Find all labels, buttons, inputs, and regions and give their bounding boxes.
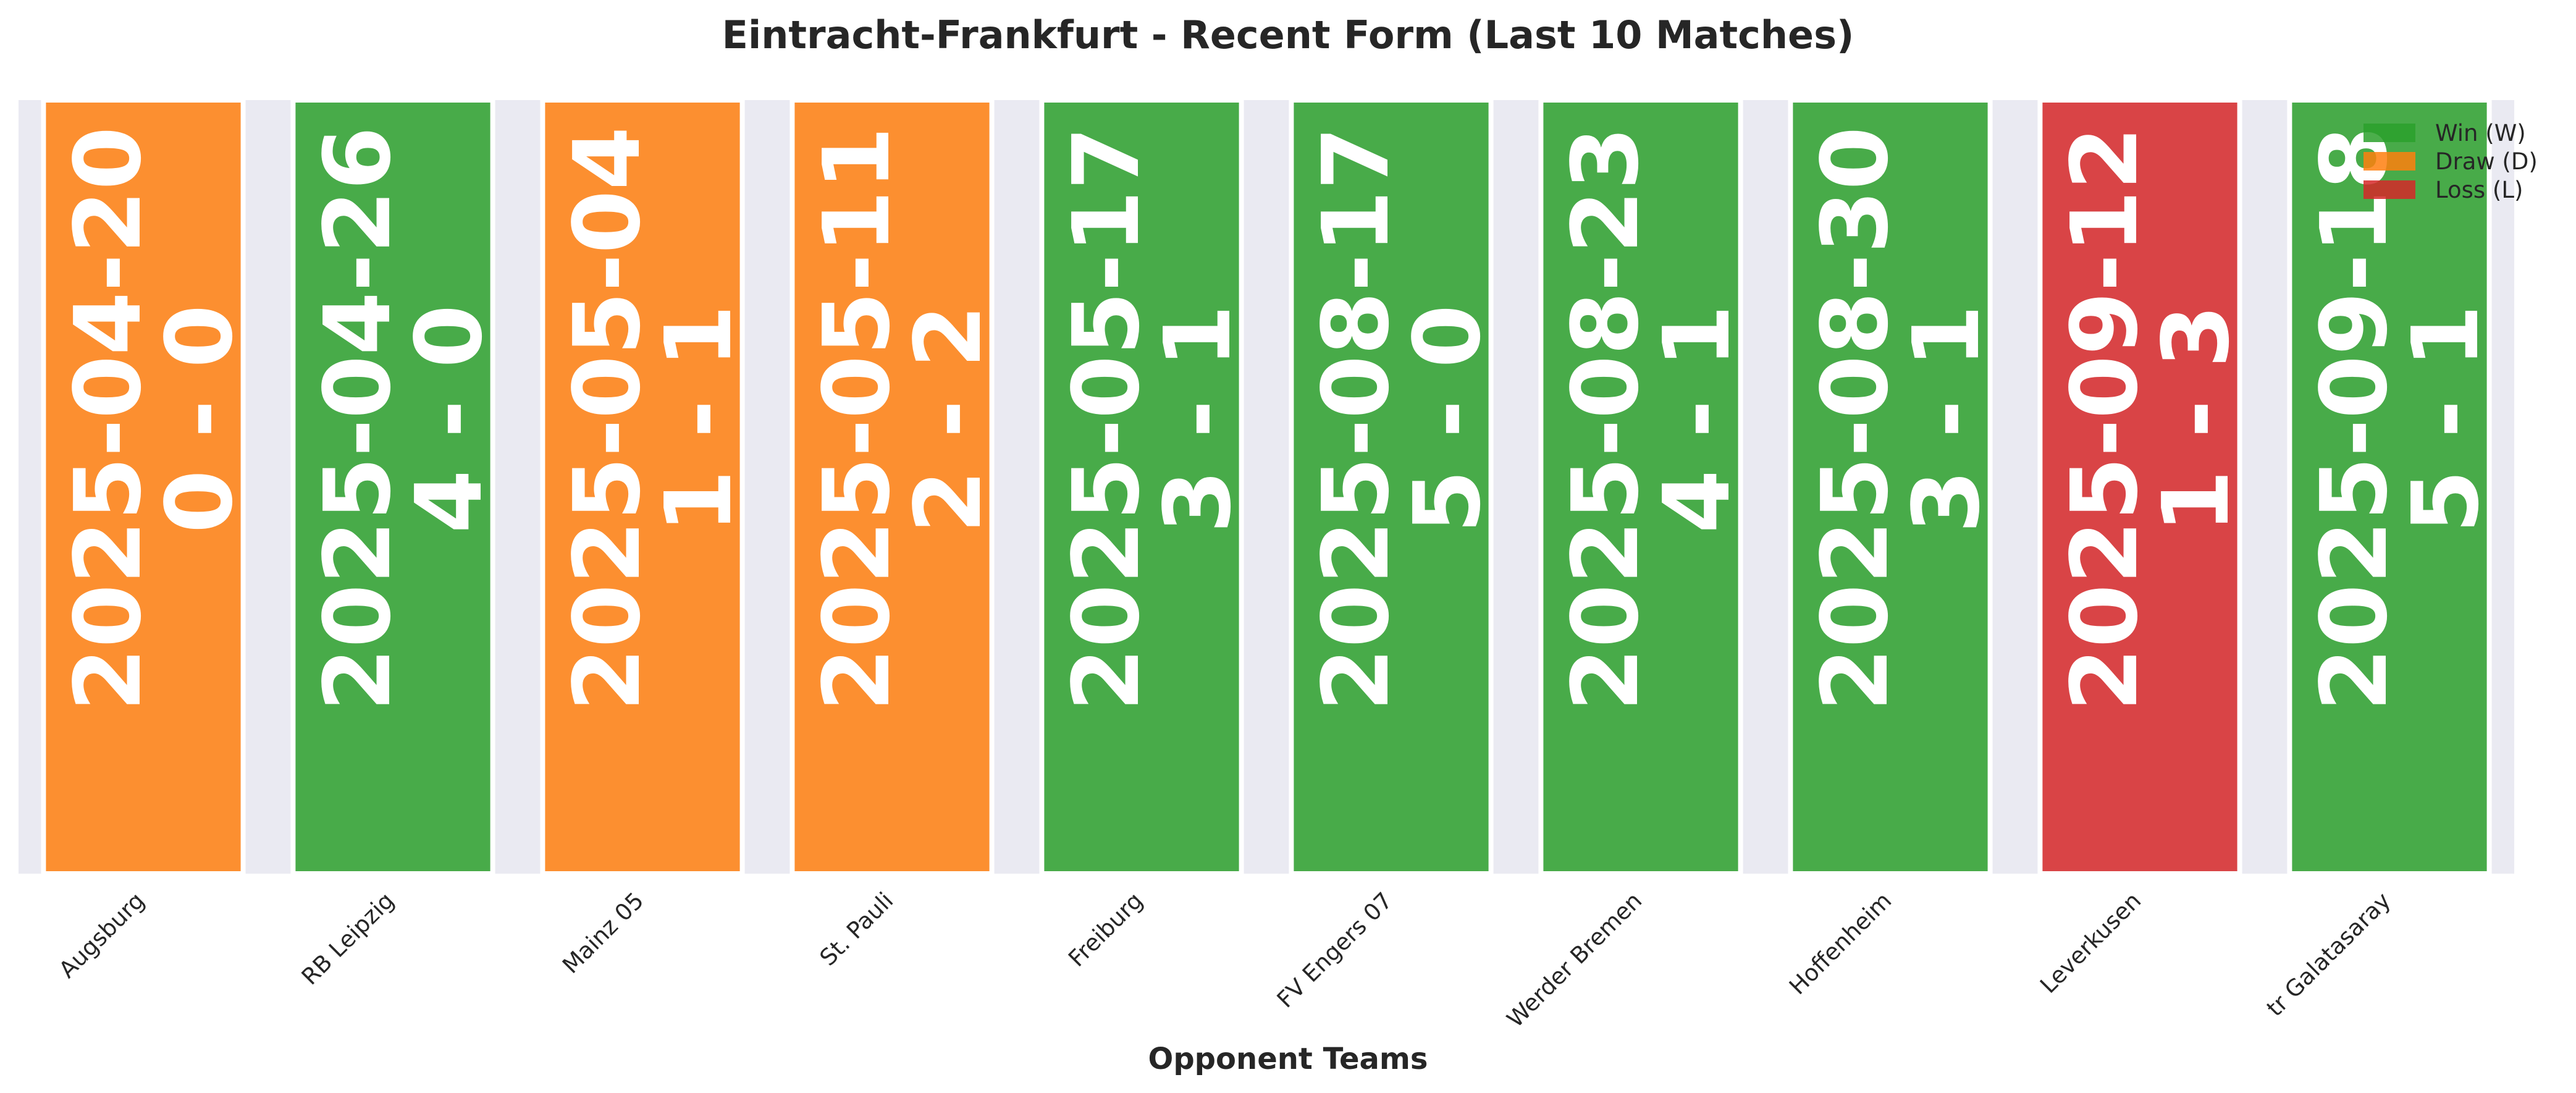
match-score: 3 - 1 — [1893, 305, 2000, 533]
legend: Win (W)Draw (D)Loss (L) — [2363, 120, 2538, 203]
match-date: 2025-08-23 — [1552, 127, 1659, 712]
x-tick-label: Mainz 05 — [557, 887, 649, 979]
match-date: 2025-09-12 — [2052, 127, 2158, 712]
x-tick-label: tr Galatasaray — [2262, 887, 2396, 1022]
x-axis-label: Opponent Teams — [1148, 1042, 1428, 1076]
bar-1 — [41, 98, 246, 876]
match-score: 1 - 1 — [646, 305, 752, 533]
bar-6 — [1289, 98, 1494, 876]
bar-7 — [1538, 98, 1743, 876]
legend-swatch — [2363, 180, 2415, 199]
chart-title: Eintracht-Frankfurt - Recent Form (Last … — [722, 12, 1854, 57]
match-score: 1 - 3 — [2143, 305, 2249, 533]
x-tick-label: Werder Bremen — [1502, 887, 1647, 1032]
match-score: 0 - 0 — [146, 305, 253, 533]
match-date: 2025-08-30 — [1802, 127, 1908, 712]
match-date: 2025-04-26 — [305, 127, 411, 712]
bar-9 — [2037, 98, 2242, 876]
legend-swatch — [2363, 124, 2415, 142]
x-tick-label: RB Leipzig — [297, 887, 400, 990]
x-tick-label: Freiburg — [1063, 887, 1148, 972]
bar-label-7: 2025-08-234 - 1 — [1552, 127, 1750, 712]
x-tick-label: St. Pauli — [815, 887, 899, 971]
match-score: 4 - 0 — [396, 305, 502, 533]
x-tick-label: Hoffenheim — [1784, 887, 1896, 1000]
match-date: 2025-04-20 — [55, 127, 161, 712]
bar-2 — [290, 98, 495, 876]
bar-label-6: 2025-08-175 - 0 — [1303, 127, 1501, 712]
bar-label-4: 2025-05-112 - 2 — [804, 127, 1001, 712]
x-tick-labels: Augsburg RB Leipzig Mainz 05 St. Pauli Freib… — [54, 887, 2396, 1032]
match-date: 2025-05-17 — [1053, 127, 1160, 712]
match-score: 4 - 1 — [1644, 305, 1750, 533]
legend-label: Win (W) — [2435, 120, 2526, 146]
legend-label: Loss (L) — [2435, 177, 2523, 203]
bar-8 — [1788, 98, 1993, 876]
x-tick-label: FV Engers 07 — [1272, 887, 1397, 1013]
bar-label-8: 2025-08-303 - 1 — [1802, 127, 2000, 712]
x-tick-label: Augsburg — [54, 887, 149, 983]
match-date: 2025-05-04 — [554, 127, 660, 712]
match-score: 2 - 2 — [895, 305, 1001, 533]
bar-label-5: 2025-05-173 - 1 — [1053, 127, 1251, 712]
x-tick-label: Leverkusen — [2035, 887, 2146, 998]
bar-10 — [2287, 98, 2492, 876]
bar-4 — [789, 98, 995, 876]
match-date: 2025-09-18 — [2301, 127, 2407, 712]
bar-label-10: 2025-09-185 - 1 — [2301, 127, 2499, 712]
bar-label-3: 2025-05-041 - 1 — [554, 127, 752, 712]
match-score: 5 - 0 — [1394, 305, 1501, 533]
bar-label-9: 2025-09-121 - 3 — [2052, 127, 2249, 712]
legend-swatch — [2363, 152, 2415, 171]
match-score: 5 - 1 — [2393, 305, 2499, 533]
match-date: 2025-05-11 — [804, 127, 910, 712]
bar-3 — [540, 98, 745, 876]
bars-group — [41, 98, 2492, 876]
legend-label: Draw (D) — [2435, 148, 2538, 175]
match-score: 3 - 1 — [1145, 305, 1251, 533]
bar-label-1: 2025-04-200 - 0 — [55, 127, 253, 712]
match-date: 2025-08-17 — [1303, 127, 1409, 712]
bar-label-2: 2025-04-264 - 0 — [305, 127, 502, 712]
bar-5 — [1039, 98, 1244, 876]
bar-labels-group: 2025-04-200 - 0 2025-04-264 - 0 2025-05-04… — [55, 127, 2499, 712]
